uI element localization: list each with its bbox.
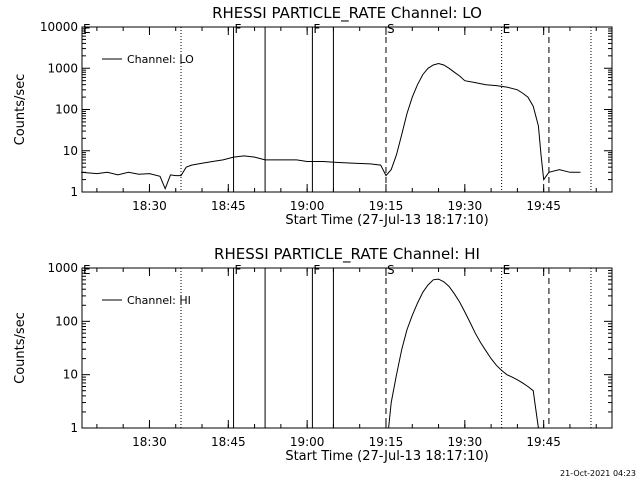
chart-panel-2: RHESSI PARTICLE_RATE Channel: HI E F F S E 1 10… bbox=[13, 245, 613, 464]
x-tick-label: 19:30 bbox=[448, 435, 483, 449]
x-tick-label: 19:00 bbox=[290, 435, 325, 449]
y-axis-label: Counts/sec bbox=[13, 74, 28, 146]
annotation-label: E bbox=[83, 263, 91, 277]
x-tick-label: 19:45 bbox=[526, 199, 561, 213]
series-line-channel-lo bbox=[81, 62, 581, 191]
y-tick-label: 100 bbox=[55, 103, 78, 117]
x-axis-label: Start Time (27-Jul-13 18:17:10) bbox=[285, 213, 488, 228]
y-tick-label: 1 bbox=[70, 421, 78, 435]
annotation-label: F bbox=[313, 22, 320, 36]
y-tick-label: 10 bbox=[63, 144, 78, 158]
annotation-label: E bbox=[83, 22, 91, 36]
annotation-label: S bbox=[387, 263, 395, 277]
annotation-label: S bbox=[387, 22, 395, 36]
x-tick-label: 18:45 bbox=[211, 199, 246, 213]
x-tick-label: 19:45 bbox=[526, 435, 561, 449]
annotation-label: F bbox=[235, 263, 242, 277]
legend-label: Channel: LO bbox=[127, 53, 194, 66]
y-axis-label: Counts/sec bbox=[13, 312, 28, 384]
y-tick-label: 1000 bbox=[47, 261, 78, 275]
timestamp: 21-Oct-2021 04:23 bbox=[560, 469, 636, 478]
series-line-channel-hi bbox=[388, 278, 539, 429]
y-tick-label: 100 bbox=[55, 314, 78, 328]
y-tick-label: 10 bbox=[63, 368, 78, 382]
x-tick-label: 18:30 bbox=[132, 199, 167, 213]
x-tick-label: 19:00 bbox=[290, 199, 325, 213]
annotation-label: F bbox=[235, 22, 242, 36]
x-tick-label: 18:30 bbox=[132, 435, 167, 449]
legend-label: Channel: HI bbox=[127, 294, 191, 307]
x-tick-label: 19:15 bbox=[369, 435, 404, 449]
annotation-label: E bbox=[503, 263, 511, 277]
plot-frame bbox=[81, 26, 613, 193]
chart-title: RHESSI PARTICLE_RATE Channel: HI bbox=[214, 245, 480, 264]
x-tick-label: 19:15 bbox=[369, 199, 404, 213]
x-tick-label: 18:45 bbox=[211, 435, 246, 449]
y-tick-label: 1000 bbox=[47, 61, 78, 75]
x-axis-label: Start Time (27-Jul-13 18:17:10) bbox=[285, 449, 488, 464]
plot-frame bbox=[81, 267, 613, 429]
y-tick-label: 10000 bbox=[40, 20, 78, 34]
annotation-label: F bbox=[313, 263, 320, 277]
chart-title: RHESSI PARTICLE_RATE Channel: LO bbox=[212, 4, 482, 23]
y-tick-label: 1 bbox=[70, 185, 78, 199]
annotation-label: E bbox=[503, 22, 511, 36]
x-tick-label: 19:30 bbox=[448, 199, 483, 213]
chart-panel-1: RHESSI PARTICLE_RATE Channel: LO E F F S E 1 10… bbox=[13, 4, 613, 228]
